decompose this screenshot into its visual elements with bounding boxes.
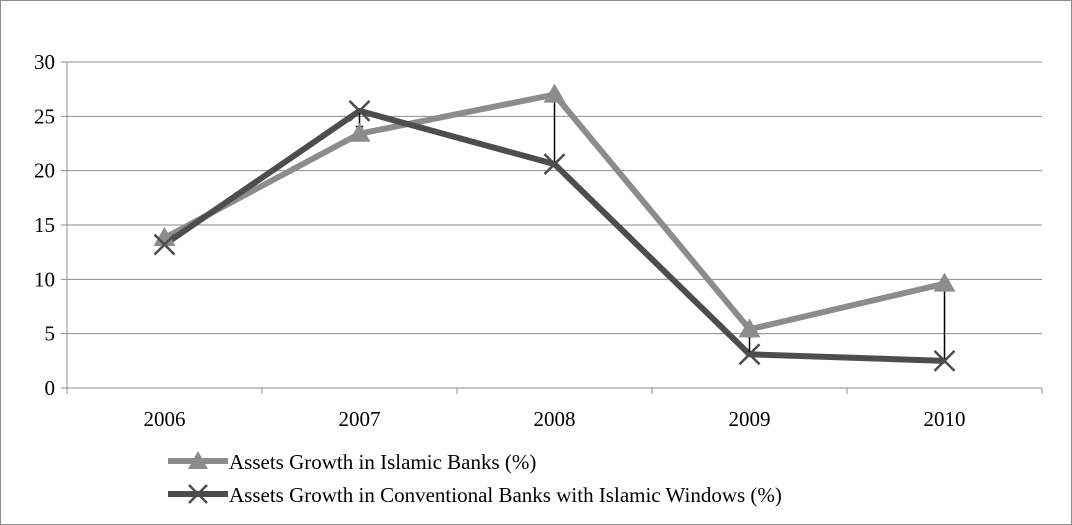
legend-item-conventional: Assets Growth in Conventional Banks with… — [168, 483, 782, 507]
x-tick-label: 2006 — [144, 407, 186, 431]
x-tick-label: 2007 — [339, 407, 381, 431]
y-tick-label: 25 — [34, 104, 55, 128]
y-tick-label: 0 — [45, 376, 56, 400]
series-markers — [153, 83, 956, 372]
legend: Assets Growth in Islamic Banks (%) Asset… — [168, 450, 782, 507]
point-conventional — [738, 343, 761, 366]
point-islamic — [738, 318, 761, 338]
point-conventional — [153, 233, 176, 256]
x-tick-label: 2008 — [534, 407, 576, 431]
y-tick-labels: 0 5 10 15 20 25 30 — [34, 50, 55, 400]
axes — [61, 61, 1043, 394]
legend-x-icon — [188, 484, 208, 504]
point-conventional — [933, 349, 956, 372]
point-conventional — [348, 100, 371, 122]
y-tick-label: 20 — [34, 159, 55, 183]
x-tick-label: 2010 — [924, 407, 966, 431]
legend-label-conventional: Assets Growth in Conventional Banks with… — [229, 483, 782, 507]
legend-triangle-icon — [188, 451, 208, 469]
y-tick-label: 5 — [45, 322, 56, 346]
point-islamic — [543, 83, 566, 103]
point-islamic — [153, 227, 176, 247]
legend-label-islamic: Assets Growth in Islamic Banks (%) — [229, 450, 536, 474]
x-tick-labels: 2006 2007 2008 2009 2010 — [144, 407, 966, 431]
y-tick-label: 10 — [34, 267, 55, 291]
legend-item-islamic: Assets Growth in Islamic Banks (%) — [168, 450, 536, 474]
y-tick-label: 30 — [34, 50, 55, 74]
point-islamic — [348, 122, 371, 142]
x-tick-label: 2009 — [729, 407, 771, 431]
y-tick-label: 15 — [34, 213, 55, 237]
point-islamic — [933, 272, 956, 292]
point-conventional — [543, 153, 566, 176]
